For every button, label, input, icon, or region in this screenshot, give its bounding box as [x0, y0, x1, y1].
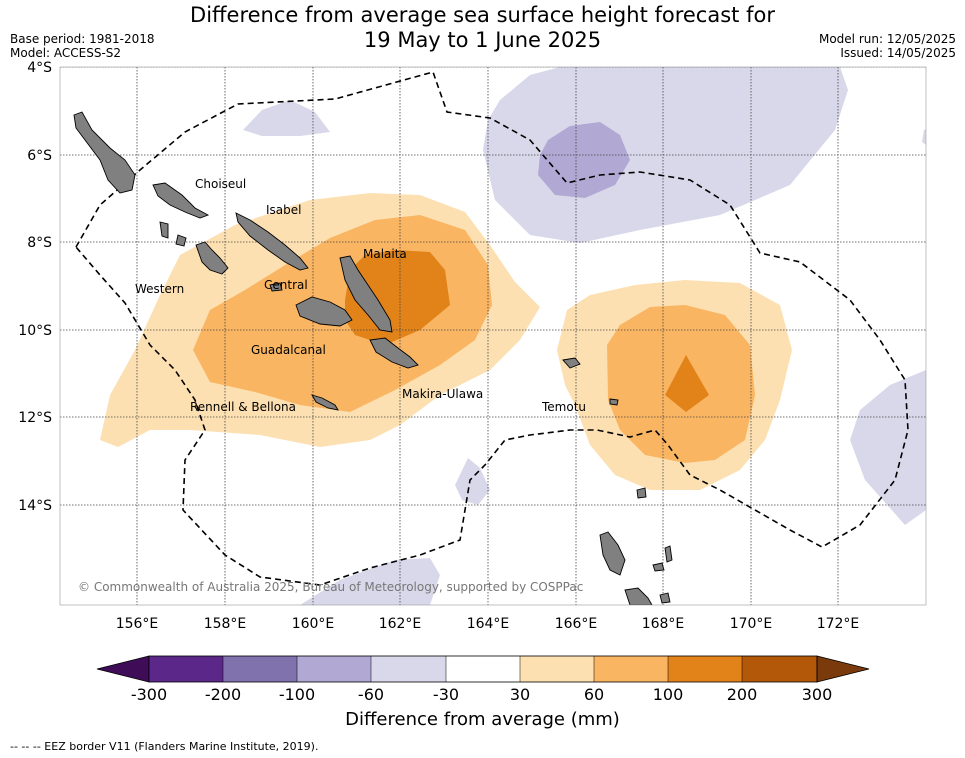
colorbar-segment [594, 656, 668, 682]
guadalcanal-island [295, 296, 353, 327]
anomaly-region [665, 355, 709, 412]
lon-label: 158°E [204, 616, 247, 632]
colorbar-segment [371, 656, 446, 682]
espiritu-santo-island [599, 531, 626, 576]
lon-label: 160°E [292, 616, 335, 632]
issued-date: Issued: 14/05/2025 [840, 46, 956, 60]
pentecost-island [664, 545, 673, 563]
kolombangara [175, 234, 187, 247]
anomaly-region [345, 250, 450, 345]
torres-islands [636, 487, 647, 499]
place-label: Guadalcanal [251, 343, 326, 357]
lon-label: 162°E [379, 616, 422, 632]
vella-lavella [159, 221, 169, 239]
eez-footnote: -- -- -- EEZ border V11 (Flanders Marine… [10, 740, 319, 753]
place-label: Western [135, 282, 184, 296]
colorbar-segment [668, 656, 742, 682]
colorbar-extend-low [96, 655, 150, 683]
makira-island [369, 337, 419, 369]
ambrym-island [659, 592, 671, 604]
colorbar-segment [520, 656, 594, 682]
anomaly-region [300, 558, 440, 605]
lat-label: 4°S [27, 60, 52, 76]
colorbar-segment [223, 656, 297, 682]
colorbar-segment [446, 656, 520, 682]
colorbar-tick-label: -200 [205, 685, 241, 700]
florida-islands [269, 282, 283, 292]
graticule [60, 67, 926, 605]
colorbar-tick-label: 30 [510, 685, 530, 700]
lat-label: 14°S [18, 498, 52, 514]
ambae-island [652, 562, 665, 572]
lon-label: 168°E [642, 616, 685, 632]
anomaly-region [538, 122, 630, 198]
colorbar-tick-label: 100 [653, 685, 684, 700]
model-name: Model: ACCESS-S2 [10, 46, 122, 60]
anomaly-region [922, 129, 926, 145]
anomaly-region [455, 458, 490, 505]
colorbar-tick-label: 300 [802, 685, 833, 700]
santa-cruz-island [562, 357, 581, 369]
vanikoro-island [609, 398, 619, 406]
place-label: Temotu [541, 400, 586, 414]
colorbar-segment [149, 656, 223, 682]
lon-label: 166°E [555, 616, 598, 632]
anomaly-region [483, 67, 848, 243]
map: Choiseul Isabel Malaita Western Central … [18, 60, 927, 700]
santa-isabel-island [235, 212, 309, 271]
colorbar-extend-high [816, 655, 870, 683]
place-label: Malaita [363, 247, 407, 261]
colorbar-tick-label: -30 [433, 685, 459, 700]
colorbar: -300 -200 -100 -60 -30 30 60 100 200 300 [96, 655, 870, 700]
chart-title: Difference from average sea surface heig… [0, 3, 965, 53]
place-labels: Choiseul Isabel Malaita Western Central … [135, 177, 586, 414]
place-label: Makira-Ulawa [402, 387, 483, 401]
negative-anomaly-shading [243, 67, 926, 605]
lon-label: 172°E [817, 616, 860, 632]
copyright-notice: © Commonwealth of Australia 2025, Bureau… [78, 580, 584, 594]
new-georgia-islands [195, 241, 229, 275]
colorbar-title: Difference from average (mm) [345, 709, 620, 730]
land [73, 111, 673, 605]
lat-label: 6°S [27, 148, 52, 164]
model-run: Model run: 12/05/2025 [818, 32, 956, 46]
bougainville-island [73, 111, 136, 194]
colorbar-tick-label: 60 [584, 685, 604, 700]
place-label: Isabel [266, 203, 301, 217]
base-period: Base period: 1981-2018 [10, 32, 155, 46]
colorbar-tick-label: -100 [279, 685, 315, 700]
malakula-island [624, 587, 653, 605]
place-label: Rennell & Bellona [190, 400, 296, 414]
malaita-island [339, 255, 393, 333]
colorbar-tick-label: -300 [131, 685, 167, 700]
longitude-labels: 156°E 158°E 160°E 162°E 164°E 166°E 168°… [116, 616, 860, 632]
choiseul-island [152, 182, 210, 219]
map-frame [59, 66, 927, 606]
title-line-1: Difference from average sea surface heig… [190, 3, 775, 27]
rennell-island [311, 394, 339, 411]
place-label: Choiseul [195, 177, 246, 191]
lon-label: 164°E [467, 616, 510, 632]
anomaly-region [243, 100, 330, 136]
lon-label: 156°E [116, 616, 159, 632]
colorbar-tick-label: 200 [727, 685, 758, 700]
eez-border [75, 71, 909, 586]
colorbar-segment [742, 656, 817, 682]
place-label: Central [264, 278, 308, 292]
lat-label: 10°S [18, 323, 52, 339]
colorbar-segment [297, 656, 371, 682]
lat-label: 12°S [18, 410, 52, 426]
colorbar-tick-label: -60 [358, 685, 384, 700]
map-area: Choiseul Isabel Malaita Western Central … [60, 67, 926, 605]
title-line-2: 19 May to 1 June 2025 [363, 28, 602, 52]
lon-label: 170°E [730, 616, 773, 632]
lat-label: 8°S [27, 235, 52, 251]
colorbar-frame [148, 655, 818, 683]
latitude-labels: 4°S 6°S 8°S 10°S 12°S 14°S [18, 60, 52, 514]
